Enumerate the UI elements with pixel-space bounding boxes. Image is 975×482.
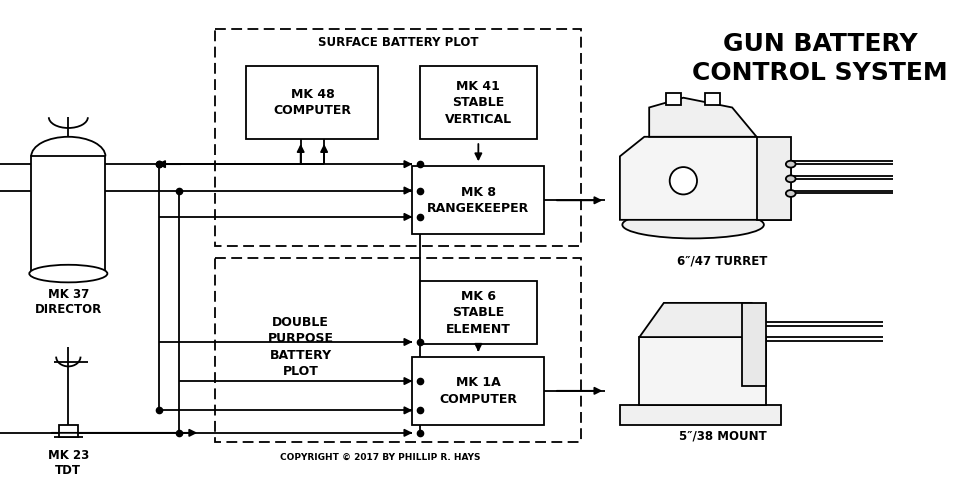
Polygon shape (620, 137, 791, 220)
Text: MK 23
TDT: MK 23 TDT (48, 449, 89, 478)
Bar (620, 405, 781, 425)
Ellipse shape (622, 211, 763, 239)
Ellipse shape (786, 175, 796, 182)
Text: GUN BATTERY
CONTROL SYSTEM: GUN BATTERY CONTROL SYSTEM (692, 32, 948, 85)
Bar (214, 258, 581, 442)
Ellipse shape (786, 161, 796, 168)
Text: MK 37
DIRECTOR: MK 37 DIRECTOR (35, 288, 102, 316)
Polygon shape (640, 303, 766, 337)
Bar (412, 166, 544, 234)
Text: 6″/47 TURRET: 6″/47 TURRET (678, 254, 767, 267)
Bar (666, 93, 682, 105)
Polygon shape (649, 98, 757, 137)
Text: MK 48
COMPUTER: MK 48 COMPUTER (273, 88, 351, 117)
Bar (58, 425, 78, 437)
Bar (420, 66, 537, 139)
Bar (420, 281, 537, 345)
Circle shape (670, 167, 697, 194)
Bar (31, 156, 105, 274)
Bar (757, 137, 791, 220)
Text: 5″/38 MOUNT: 5″/38 MOUNT (679, 430, 766, 443)
Text: MK 1A
COMPUTER: MK 1A COMPUTER (440, 376, 518, 405)
Bar (705, 93, 721, 105)
Text: MK 6
STABLE
ELEMENT: MK 6 STABLE ELEMENT (446, 290, 511, 335)
Bar (412, 357, 544, 425)
Ellipse shape (29, 265, 107, 282)
Text: SURFACE BATTERY PLOT: SURFACE BATTERY PLOT (318, 37, 478, 50)
Text: COPYRIGHT © 2017 BY PHILLIP R. HAYS: COPYRIGHT © 2017 BY PHILLIP R. HAYS (281, 453, 481, 462)
Bar (640, 337, 766, 405)
Text: MK 41
STABLE
VERTICAL: MK 41 STABLE VERTICAL (445, 80, 512, 126)
Ellipse shape (786, 190, 796, 197)
Text: MK 8
RANGEKEEPER: MK 8 RANGEKEEPER (427, 186, 529, 215)
Bar (742, 303, 766, 386)
Bar (247, 66, 378, 139)
Text: DOUBLE
PURPOSE
BATTERY
PLOT: DOUBLE PURPOSE BATTERY PLOT (268, 316, 333, 378)
Bar (214, 29, 581, 246)
